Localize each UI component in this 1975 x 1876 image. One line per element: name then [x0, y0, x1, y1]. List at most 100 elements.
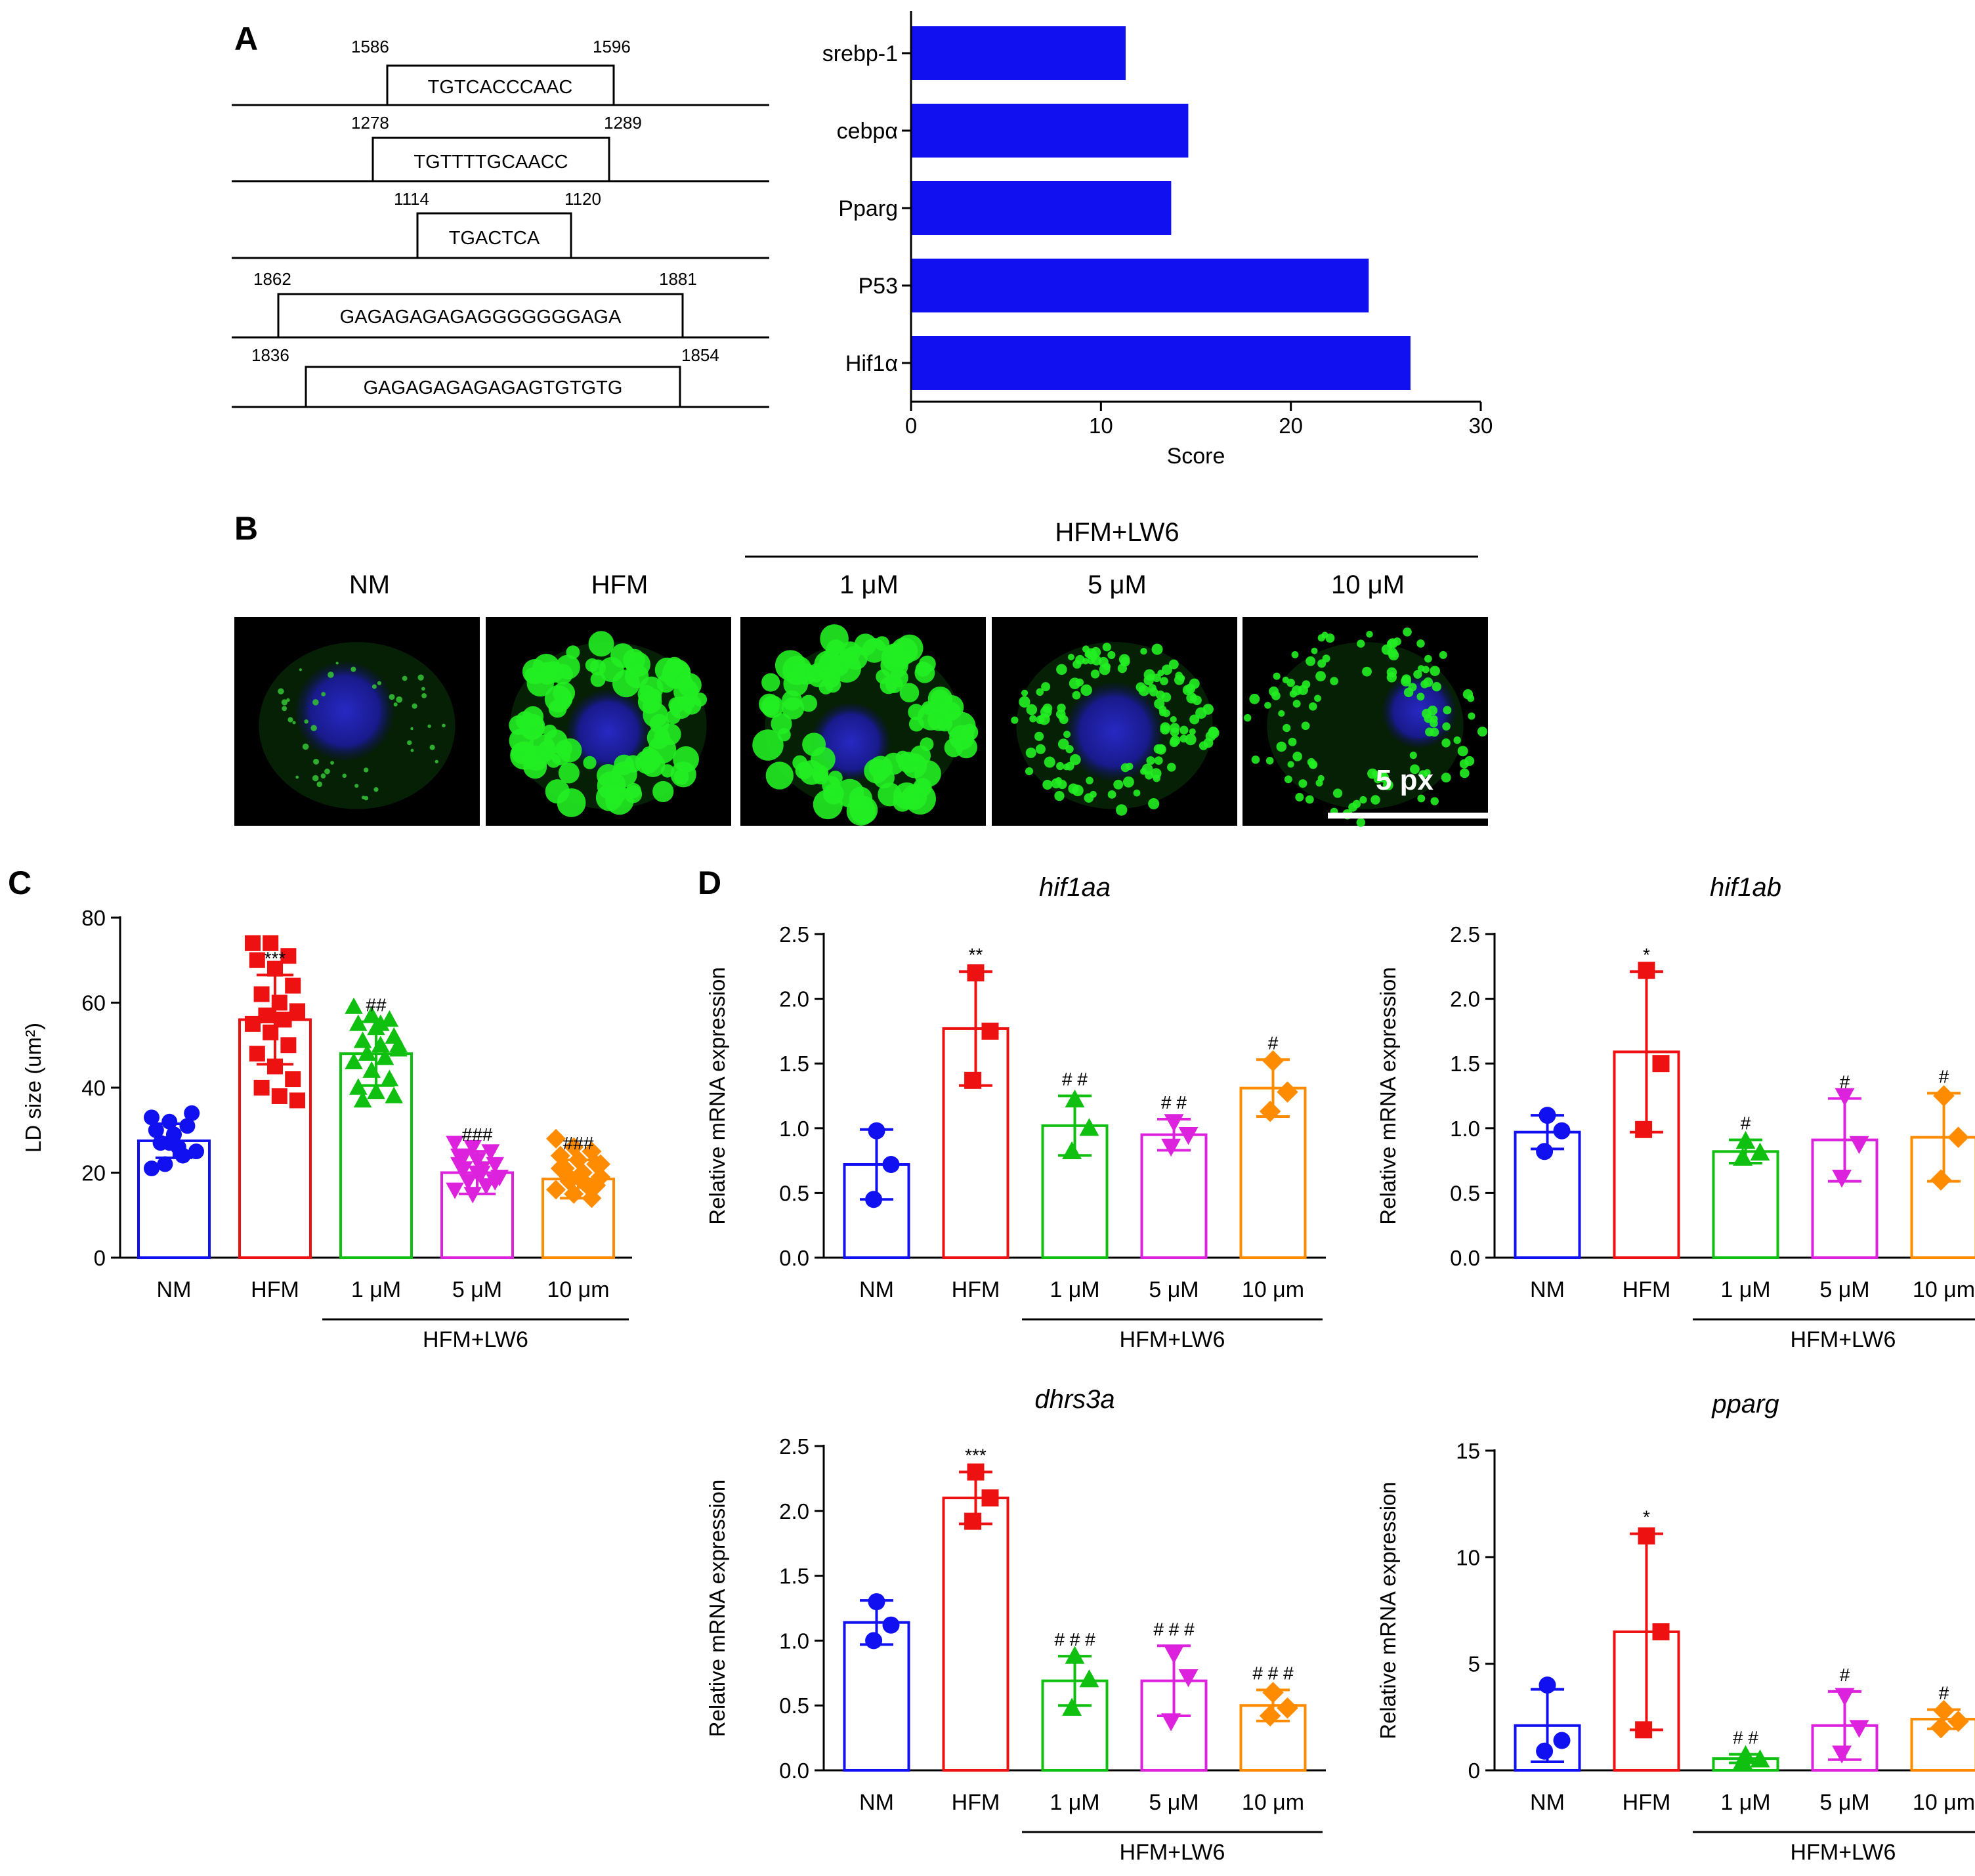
lipid-droplet	[412, 703, 417, 709]
lipid-droplet	[372, 684, 377, 689]
lipid-droplet	[914, 760, 941, 788]
data-point	[981, 1489, 999, 1507]
lipid-droplet	[669, 696, 692, 719]
data-point	[1750, 1749, 1770, 1768]
chart-title: hif1aa	[1039, 873, 1111, 902]
y-tick-label: 15	[1456, 1439, 1480, 1463]
lipid-droplet	[908, 704, 925, 721]
lipid-droplet	[666, 656, 683, 675]
lipid-droplet	[1133, 789, 1141, 797]
lipid-droplet	[557, 738, 582, 763]
data-point	[1539, 1676, 1556, 1694]
data-point	[473, 1161, 491, 1178]
lipid-droplet	[1072, 784, 1084, 797]
lipid-droplet	[1141, 763, 1153, 775]
category-label: P53	[859, 274, 899, 299]
data-point	[1849, 1136, 1869, 1155]
category-label: 5 μM	[1149, 1790, 1199, 1815]
lipid-droplet	[1457, 746, 1468, 757]
lipid-droplet	[1251, 756, 1260, 764]
lipid-droplet	[1042, 780, 1053, 790]
lipid-droplet	[1026, 704, 1038, 715]
lipid-droplet	[523, 755, 547, 779]
data-point	[285, 977, 301, 994]
lipid-droplet	[864, 758, 889, 784]
data-point	[285, 1071, 301, 1088]
y-tick-label: 10	[1456, 1545, 1480, 1569]
data-point	[144, 1161, 159, 1177]
seq-end-pos: 1120	[564, 189, 601, 209]
lipid-droplet	[843, 645, 868, 670]
lipid-droplet	[1420, 680, 1429, 689]
lipid-droplet	[896, 634, 924, 662]
lipid-droplet	[407, 740, 412, 746]
score-bar	[911, 26, 1126, 80]
lipid-droplet	[1287, 761, 1294, 768]
lipid-droplet	[1148, 798, 1160, 810]
lipid-droplet	[429, 744, 435, 750]
data-point	[1930, 1169, 1952, 1191]
category-label: 10 μm	[1242, 1790, 1304, 1815]
lipid-droplet	[1107, 790, 1116, 799]
lipid-droplet	[553, 681, 576, 704]
data-point	[245, 935, 261, 951]
significance-marker: # #	[1062, 1069, 1088, 1090]
score-bar	[911, 104, 1189, 158]
data-point	[267, 960, 283, 977]
lipid-droplet	[292, 721, 296, 725]
data-point	[546, 1128, 566, 1149]
data-point	[289, 1003, 305, 1019]
lipid-droplet	[1243, 714, 1252, 722]
lipid-droplet	[522, 658, 548, 685]
category-label: 10 μm	[547, 1277, 609, 1302]
data-point	[1178, 1669, 1199, 1688]
y-tick-label: 0.0	[779, 1759, 809, 1783]
data-point	[276, 1012, 292, 1028]
significance-marker: *	[1643, 945, 1650, 965]
lipid-droplet	[1170, 727, 1179, 737]
significance-marker: #	[1741, 1113, 1751, 1134]
data-point	[1638, 962, 1655, 979]
category-label: cebpα	[837, 119, 898, 144]
lipid-droplet	[410, 748, 414, 752]
lipid-droplet	[304, 719, 308, 724]
significance-marker: # # #	[1252, 1663, 1294, 1683]
lipid-droplet	[435, 759, 438, 763]
scale-bar	[1328, 813, 1488, 819]
lipid-droplet	[1140, 648, 1147, 655]
data-point	[1262, 1050, 1284, 1072]
lipid-droplet	[417, 674, 424, 681]
data-point	[1178, 1126, 1199, 1145]
lipid-droplet	[361, 796, 366, 799]
lipid-droplet	[610, 643, 635, 668]
lipid-droplet	[1169, 738, 1179, 748]
data-point	[459, 1174, 478, 1191]
lipid-droplet	[904, 782, 936, 815]
data-point	[1536, 1742, 1554, 1760]
lipid-droplet	[377, 681, 382, 685]
seq-end-pos: 1854	[681, 345, 719, 365]
mean-bar	[1140, 1133, 1208, 1260]
data-point	[468, 1153, 486, 1170]
lipid-droplet	[1107, 650, 1116, 659]
group-label: HFM+LW6	[1791, 1840, 1896, 1865]
data-point	[446, 1136, 464, 1153]
lipid-droplet	[373, 787, 379, 792]
data-point	[258, 1007, 274, 1023]
lipid-droplet	[1459, 768, 1470, 778]
lipid-droplet	[1202, 704, 1214, 715]
lipid-droplet	[1322, 654, 1330, 663]
lipid-droplet	[1309, 702, 1317, 711]
significance-marker: # #	[1733, 1728, 1758, 1748]
data-point	[463, 1140, 482, 1157]
category-label: 1 μM	[1050, 1277, 1099, 1302]
data-point	[463, 1187, 482, 1204]
microscopy-panel: HFM+LW6 NM HFM 1 μM 5 μM 10 μM 5 px	[234, 518, 1488, 827]
data-point	[148, 1122, 164, 1138]
lipid-droplet	[835, 778, 864, 807]
category-label: 5 μM	[452, 1277, 502, 1302]
nucleus	[295, 662, 394, 760]
lipid-droplet	[1025, 767, 1034, 776]
